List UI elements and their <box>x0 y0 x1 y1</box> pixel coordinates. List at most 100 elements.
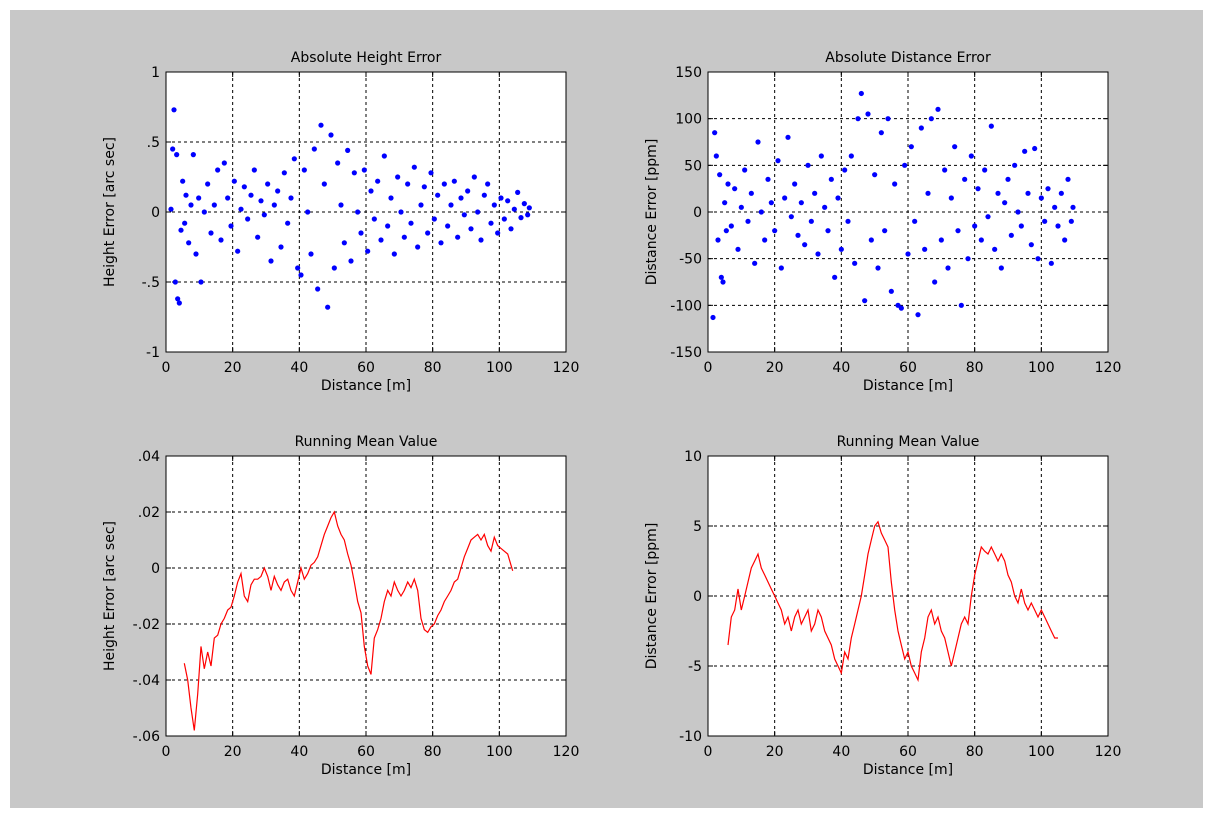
data-point <box>355 209 361 215</box>
data-point <box>745 218 751 224</box>
y-axis-label: Distance Error [ppm] <box>644 139 660 286</box>
data-point <box>428 170 434 176</box>
data-point <box>818 153 824 159</box>
data-point <box>365 248 371 254</box>
data-point <box>1062 237 1068 243</box>
data-point <box>405 181 411 187</box>
data-point <box>738 204 744 210</box>
data-point <box>775 158 781 164</box>
data-point <box>722 200 728 206</box>
data-point <box>178 227 184 233</box>
data-point <box>1042 218 1048 224</box>
data-point <box>501 216 507 222</box>
data-point <box>998 265 1004 271</box>
data-point <box>848 153 854 159</box>
data-point <box>968 153 974 159</box>
data-point <box>491 202 497 208</box>
data-point <box>505 198 511 204</box>
data-point <box>265 181 271 187</box>
data-point <box>717 172 723 178</box>
data-point <box>932 279 938 285</box>
data-point <box>175 296 181 302</box>
data-point <box>441 181 447 187</box>
y-tick-label: 50 <box>684 158 702 174</box>
data-point <box>888 288 894 294</box>
data-point <box>228 223 234 229</box>
y-tick-label: -.02 <box>133 617 160 633</box>
data-point <box>1035 256 1041 262</box>
data-point <box>795 232 801 238</box>
data-point <box>258 198 264 204</box>
data-point <box>425 230 431 236</box>
x-tick-label: 60 <box>357 360 375 376</box>
data-point <box>742 167 748 173</box>
data-point <box>735 246 741 252</box>
data-point <box>371 216 377 222</box>
data-point <box>715 237 721 243</box>
y-tick-label: 1 <box>151 65 160 81</box>
data-point <box>752 260 758 266</box>
data-point <box>458 195 464 201</box>
chart-4: 0 20 40 60 80 100 120 -10 -5 0 5 10 Running Mean Val… <box>644 434 1121 778</box>
data-point <box>1025 190 1031 196</box>
data-point <box>928 116 934 122</box>
x-axis-label: Distance [m] <box>321 762 411 778</box>
x-tick-label: 20 <box>224 360 242 376</box>
data-point <box>351 170 357 176</box>
data-point <box>1055 223 1061 229</box>
y-axis-label: Height Error [arc sec] <box>102 521 118 671</box>
data-point <box>201 209 207 215</box>
y-tick-label: -.04 <box>133 673 160 689</box>
data-point <box>298 272 304 278</box>
data-point <box>712 130 718 136</box>
data-point <box>211 202 217 208</box>
data-point <box>988 123 994 129</box>
data-point <box>855 116 861 122</box>
data-point <box>335 160 341 166</box>
data-point <box>945 265 951 271</box>
data-point <box>358 230 364 236</box>
data-point <box>805 162 811 168</box>
data-point <box>713 153 719 159</box>
data-point <box>245 216 251 222</box>
x-tick-label: 0 <box>162 744 171 760</box>
data-point <box>526 205 532 211</box>
data-point <box>481 192 487 198</box>
data-point <box>842 167 848 173</box>
data-point <box>852 260 858 266</box>
data-point <box>812 190 818 196</box>
data-point <box>485 181 491 187</box>
x-axis-label: Distance [m] <box>863 378 953 394</box>
data-point <box>218 237 224 243</box>
data-point <box>938 237 944 243</box>
data-point <box>992 246 998 252</box>
x-tick-label: 120 <box>1095 360 1122 376</box>
data-point <box>321 181 327 187</box>
y-axis-label: Distance Error [ppm] <box>644 523 660 670</box>
data-point <box>878 130 884 136</box>
data-point <box>728 223 734 229</box>
data-point <box>255 234 261 240</box>
data-point <box>808 218 814 224</box>
data-point <box>465 188 471 194</box>
data-point <box>325 304 331 310</box>
y-tick-label: -.06 <box>133 729 160 745</box>
data-point <box>985 214 991 220</box>
data-point <box>341 240 347 246</box>
data-point <box>1032 145 1038 152</box>
data-point <box>995 190 1001 196</box>
data-point <box>922 246 928 252</box>
y-tick-label: 0 <box>693 205 702 221</box>
data-point <box>908 144 914 150</box>
data-point <box>348 258 354 264</box>
data-point <box>858 90 864 97</box>
data-point <box>268 258 274 264</box>
x-tick-label: 40 <box>290 360 308 376</box>
chart-title: Running Mean Value <box>837 434 980 450</box>
data-point <box>172 279 178 285</box>
data-point <box>180 178 186 184</box>
data-point <box>710 314 716 321</box>
data-point <box>275 188 281 194</box>
data-point <box>832 274 838 280</box>
data-point <box>315 286 321 292</box>
